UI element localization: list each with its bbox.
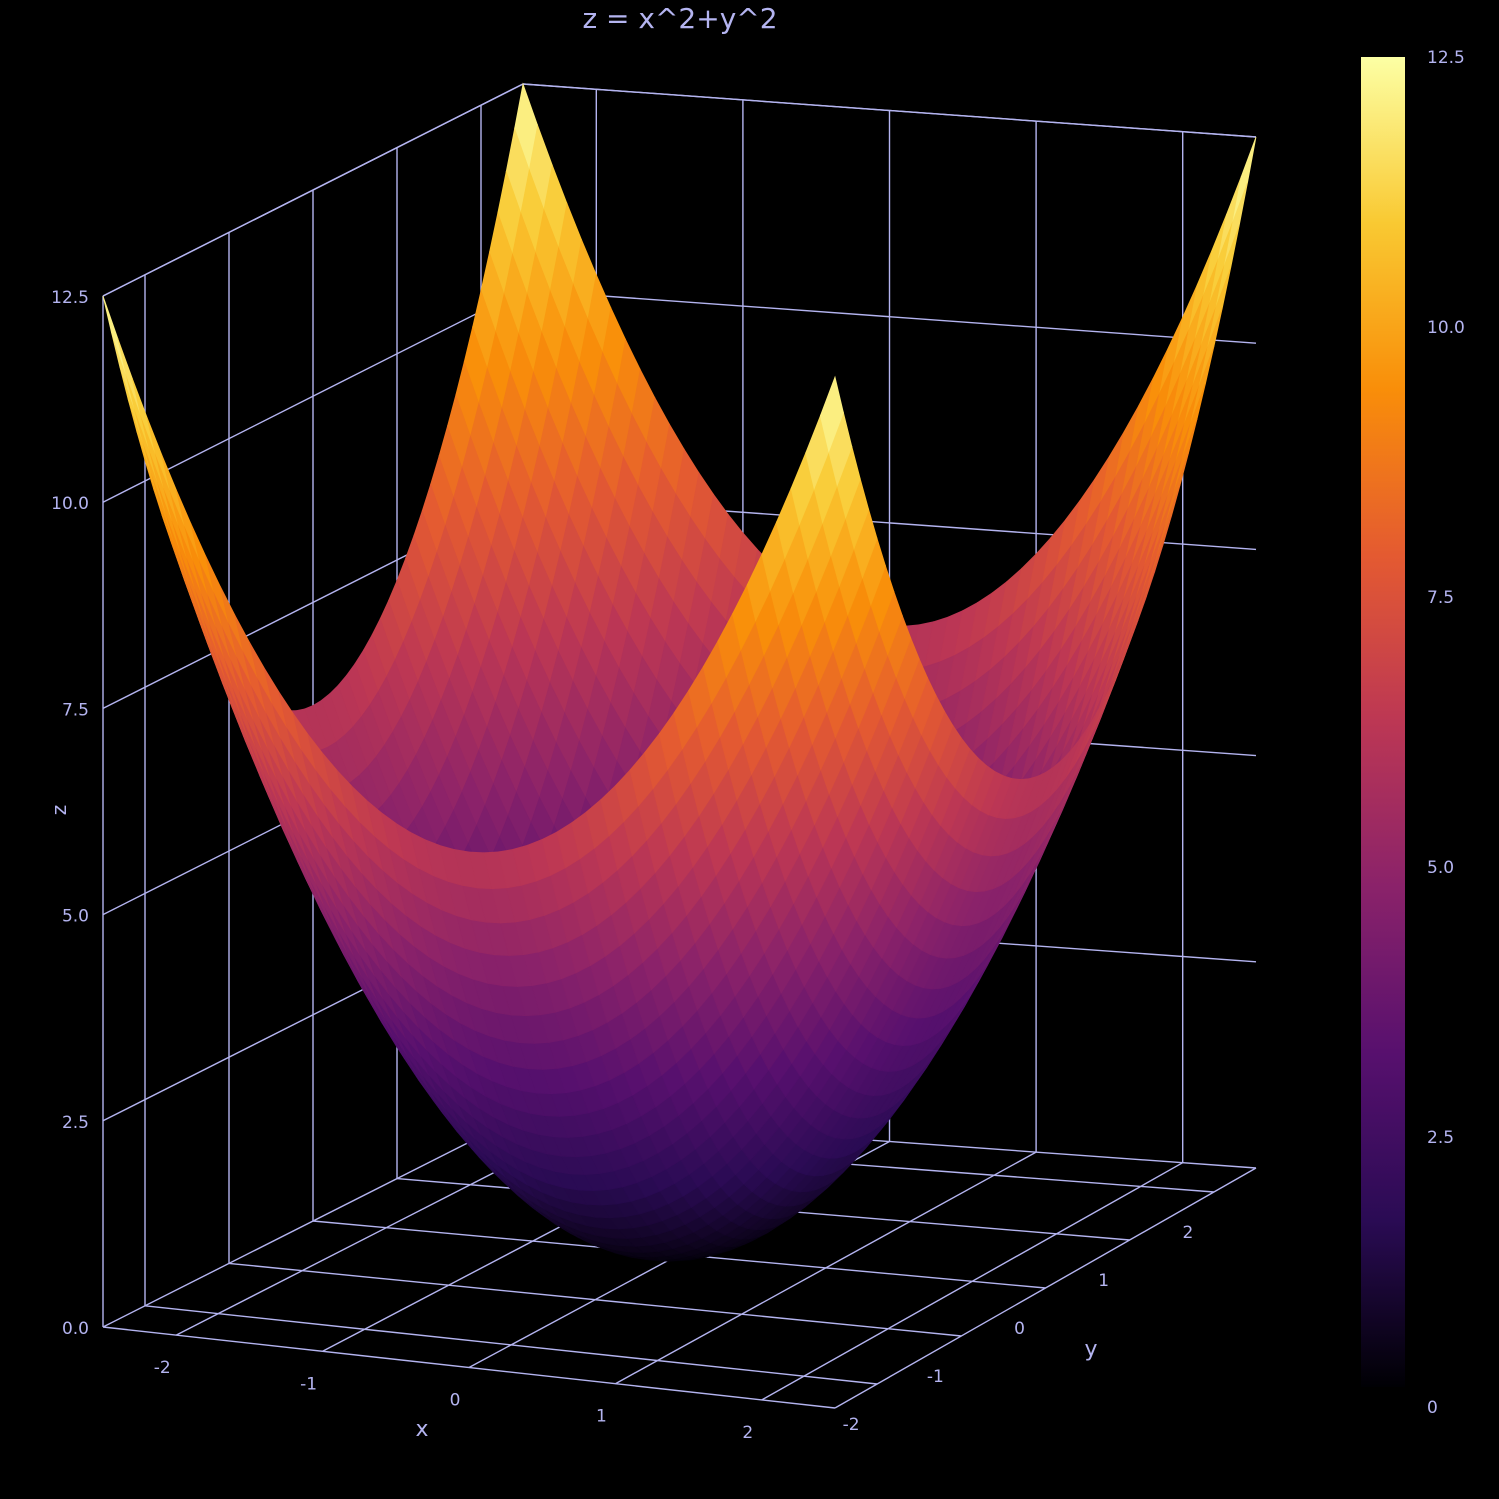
z-tick-label: 5.0 <box>62 907 89 927</box>
back-gridline-z <box>522 289 1257 344</box>
y-tick-label: 2 <box>1182 1223 1193 1243</box>
x-tick-label: 0 <box>450 1391 461 1411</box>
y-tick-label: -2 <box>843 1415 860 1435</box>
surface-patch <box>1232 136 1257 222</box>
x-axis-title: x <box>415 1417 428 1442</box>
back-gridline-z <box>522 83 1257 138</box>
colorbar-tick-label: 2.5 <box>1427 1128 1454 1148</box>
z-axis-title: z <box>47 805 71 816</box>
z-tick-label: 2.5 <box>62 1113 89 1133</box>
x-tick-label: -2 <box>154 1358 171 1378</box>
x-tick-label: 1 <box>596 1407 607 1427</box>
z-tick-label: 10.0 <box>51 494 89 514</box>
surface-patch <box>819 375 844 453</box>
colorbar-gradient <box>1361 57 1405 1387</box>
x-tick-label: 2 <box>742 1423 753 1443</box>
surface <box>102 82 1257 1262</box>
floor-gridline-y <box>144 1305 878 1385</box>
y-tick-label: 0 <box>1014 1319 1025 1339</box>
colorbar: 0 2.5 5.0 7.5 10.0 12.5 <box>1361 48 1465 1418</box>
colorbar-tick-label: 7.5 <box>1427 588 1454 608</box>
floor-gridline-y <box>228 1262 962 1337</box>
colorbar-tick-label: 12.5 <box>1427 48 1465 68</box>
surface-patch <box>111 332 135 409</box>
x-tick-label: -1 <box>300 1374 317 1394</box>
z-tick-label: 0.0 <box>62 1319 89 1339</box>
z-tick-label: 7.5 <box>62 700 89 720</box>
tick-labels: -2 -1 0 1 2 -2 -1 0 1 2 0.0 2.5 5.0 7.5 10.0 12.5 <box>51 288 1193 1443</box>
chart-title: z = x^2+y^2 <box>582 2 777 35</box>
y-tick-label: 1 <box>1098 1271 1109 1291</box>
colorbar-tick-label: 0 <box>1427 1398 1438 1418</box>
y-axis-title: y <box>1084 1337 1097 1362</box>
side-gridline-z <box>102 1114 524 1328</box>
surface-patch <box>102 295 127 375</box>
z-tick-label: 12.5 <box>51 288 89 308</box>
side-gridline-z <box>102 289 524 503</box>
y-tick-label: -1 <box>927 1367 944 1387</box>
colorbar-tick-label: 10.0 <box>1427 318 1465 338</box>
side-gridline-z <box>102 83 524 297</box>
colorbar-tick-label: 5.0 <box>1427 858 1454 878</box>
